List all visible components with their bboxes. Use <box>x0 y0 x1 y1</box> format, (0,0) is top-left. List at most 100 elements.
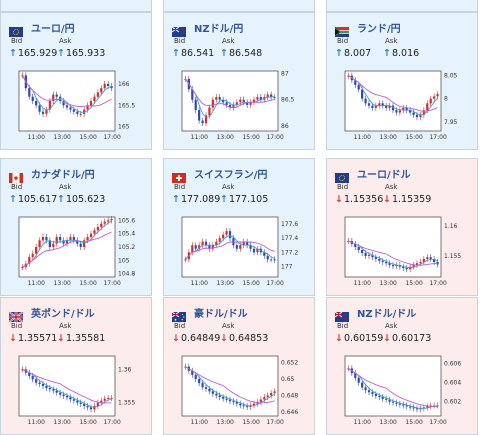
y-tick-label: 87 <box>281 71 289 78</box>
chart-plot-area <box>18 355 116 417</box>
candle <box>409 406 412 408</box>
bid-value-group: ↓0.60159 <box>335 333 383 344</box>
candle <box>83 109 86 114</box>
candle <box>89 233 93 237</box>
candle <box>426 103 429 111</box>
candle <box>69 107 72 110</box>
candle <box>96 92 99 97</box>
bid-label: Bid <box>337 322 349 330</box>
rate-card[interactable]: NZドル/ドル Bid Ask ↓0.60159 ↓0.60173 0.606 0… <box>326 297 478 435</box>
moving-average-short <box>185 235 275 260</box>
candle <box>45 109 48 114</box>
candle <box>273 259 276 261</box>
candle <box>266 94 269 98</box>
rate-card[interactable]: NZドル/円 Bid Ask ↑86.541 ↑86.548 87 86.5 86 1… <box>163 12 315 150</box>
rate-card[interactable]: 豪ドル/ドル Bid Ask ↓0.64849 ↓0.64853 0.652 0.… <box>163 297 315 435</box>
bid-value: 105.617 <box>17 194 58 205</box>
rate-card[interactable]: 英ポンド/ドル Bid Ask ↓1.35571 ↓1.35581 1.36 1.… <box>0 297 152 435</box>
candle <box>52 389 55 391</box>
y-tick-label: 0.648 <box>281 392 298 399</box>
ch-flag-icon <box>172 168 186 183</box>
moving-average-short <box>22 220 112 268</box>
candle <box>419 262 422 264</box>
candle <box>211 245 214 249</box>
candle <box>201 120 204 124</box>
candle <box>357 84 360 90</box>
candle <box>378 103 381 106</box>
candle <box>198 110 201 121</box>
x-tick-label: 13:00 <box>54 134 71 141</box>
rate-card[interactable]: カナダドル/円 Bid Ask ↑105.617 ↑105.623 105.6 1… <box>0 158 152 296</box>
rate-card[interactable]: ユーロ/ドル Bid Ask ↓1.15356 ↓1.15359 1.16 1.1… <box>326 158 478 296</box>
nz-flag-icon <box>334 307 349 322</box>
card-header[interactable]: NZドル/円 <box>171 20 244 37</box>
candle <box>371 105 374 108</box>
pair-name-link[interactable]: 豪ドル/ドル <box>194 308 248 320</box>
candle <box>62 394 65 396</box>
candle <box>357 247 360 250</box>
y-tick-label: 86.5 <box>281 97 295 104</box>
candle <box>28 257 31 264</box>
bid-value-group: ↓1.15356 <box>335 194 383 205</box>
rate-card[interactable]: ユーロ/円 Bid Ask ↑165.929 ↑165.933 166 165.5… <box>0 12 152 150</box>
candle <box>415 114 419 118</box>
card-header[interactable]: 英ポンド/ドル <box>8 305 95 323</box>
candle <box>31 253 34 257</box>
candle <box>204 241 208 246</box>
candle <box>385 105 388 108</box>
pair-name-link[interactable]: NZドル/ドル <box>357 308 417 320</box>
rate-card[interactable]: スイスフラン/円 Bid Ask ↑177.089 ↑177.105 177.6… <box>163 158 315 296</box>
pair-name-link[interactable]: ユーロ/円 <box>31 23 75 35</box>
candle <box>395 110 398 113</box>
candle <box>65 396 69 398</box>
pair-name-link[interactable]: カナダドル/円 <box>31 169 95 181</box>
card-header[interactable]: ユーロ/円 <box>9 20 75 37</box>
card-header[interactable]: 豪ドル/ドル <box>171 305 248 322</box>
ask-value: 177.105 <box>228 194 269 205</box>
candle <box>41 237 45 241</box>
ask-label: Ask <box>59 37 72 45</box>
candle <box>107 398 110 399</box>
candle <box>415 408 419 410</box>
candle <box>239 245 242 249</box>
price-chart: 105.6 105.4 105.2 105 104.8 11:00 13:00 15:00 17… <box>18 216 135 287</box>
pair-name-link[interactable]: スイスフラン/円 <box>194 169 268 181</box>
card-header[interactable]: NZドル/ドル <box>334 305 417 322</box>
pair-name-link[interactable]: NZドル/円 <box>194 23 244 35</box>
ask-value: 1.15359 <box>391 194 432 205</box>
candle <box>218 395 221 398</box>
card-header[interactable]: ユーロ/ドル <box>335 166 411 183</box>
pair-name-link[interactable]: 英ポンド/ドル <box>31 308 95 320</box>
candle <box>41 384 45 386</box>
candle <box>242 405 245 407</box>
card-header[interactable]: スイスフラン/円 <box>172 166 268 183</box>
x-tick-label: 11:00 <box>28 280 45 287</box>
ask-value: 0.60173 <box>391 333 432 344</box>
candle <box>367 390 371 393</box>
x-tick-label: 15:00 <box>405 280 422 287</box>
card-header[interactable]: ランド/円 <box>335 20 401 37</box>
moving-average-long <box>348 240 438 266</box>
y-tick-label: 8.05 <box>444 73 458 80</box>
bid-value: 0.60159 <box>343 333 384 344</box>
bid-value-group: ↑86.541 <box>172 48 214 59</box>
moving-average-long <box>185 366 275 404</box>
candle <box>208 107 211 116</box>
up-arrow-icon: ↑ <box>57 194 65 205</box>
x-tick-label: 13:00 <box>217 419 234 426</box>
candle <box>103 221 106 224</box>
pair-name-link[interactable]: ユーロ/ドル <box>357 169 411 181</box>
x-tick-label: 17:00 <box>103 280 120 287</box>
y-tick-label: 7.95 <box>444 119 458 126</box>
y-tick-label: 0.602 <box>444 399 461 406</box>
candle <box>422 110 425 115</box>
candle <box>69 237 72 241</box>
moving-average-short <box>348 368 438 409</box>
x-tick-label: 15:00 <box>79 280 96 287</box>
pair-name-link[interactable]: ランド/円 <box>357 23 401 35</box>
price-chart: 166 165.5 165 11:00 13:00 15:00 17:00 <box>18 70 135 141</box>
card-header[interactable]: カナダドル/円 <box>9 166 95 183</box>
rate-card[interactable]: ランド/円 Bid Ask ↑8.007 ↑8.016 8.05 8 7.95 11:… <box>326 12 478 150</box>
down-arrow-icon: ↓ <box>335 194 343 205</box>
